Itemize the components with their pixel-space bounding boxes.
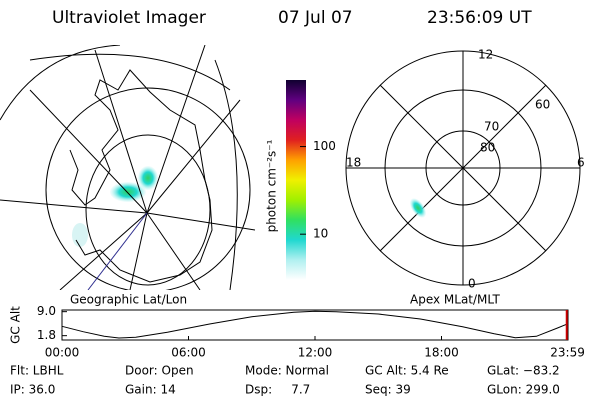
orbit-plot-ylabel: GC Alt <box>9 306 23 344</box>
time: 23:56:09 UT <box>427 8 532 28</box>
orbit-plot-frame <box>61 309 569 341</box>
status-field: Gain: 14 <box>125 383 176 397</box>
lat-label: 70 <box>484 120 499 134</box>
geo-map <box>0 45 256 290</box>
x-tick-label: 06:00 <box>171 346 206 360</box>
status-field: GLat: −83.2 <box>487 364 560 378</box>
colorbar-tick-label: 100 <box>313 139 336 153</box>
colorbar-label: photon cm⁻²s⁻¹ <box>265 139 279 232</box>
y-tick-label: 9.0 <box>37 304 56 318</box>
status-field: Dsp: 7.7 <box>245 383 310 397</box>
mlt-label: 12 <box>478 48 493 62</box>
status-field: Door: Open <box>125 364 194 378</box>
x-tick-label: 23:59 <box>550 346 585 360</box>
title: Ultraviolet Imager <box>52 8 206 28</box>
mlt-label: 18 <box>346 156 361 170</box>
polar-map-label: Apex MLat/MLT <box>410 293 500 307</box>
mlt-label: 6 <box>577 156 585 170</box>
status-field: GC Alt: 5.4 Re <box>365 364 449 378</box>
x-tick-label: 00:00 <box>45 346 80 360</box>
lat-label: 80 <box>480 141 495 155</box>
x-tick-label: 18:00 <box>424 346 459 360</box>
polar-map <box>345 50 581 286</box>
status-field: IP: 36.0 <box>10 383 55 397</box>
y-tick-label: 1.8 <box>37 328 56 342</box>
colorbar <box>286 80 306 280</box>
status-field: Seq: 39 <box>365 383 411 397</box>
colorbar-tick-label: 10 <box>313 227 328 241</box>
mlt-label: 0 <box>468 277 476 291</box>
geo-map-label: Geographic Lat/Lon <box>70 293 187 307</box>
lat-label: 60 <box>535 98 550 112</box>
status-field: Flt: LBHL <box>10 364 64 378</box>
status-field: Mode: Normal <box>245 364 329 378</box>
status-field: GLon: 299.0 <box>487 383 560 397</box>
orbit-curve <box>61 310 569 339</box>
date: 07 Jul 07 <box>278 8 353 28</box>
x-tick-label: 12:00 <box>298 346 333 360</box>
